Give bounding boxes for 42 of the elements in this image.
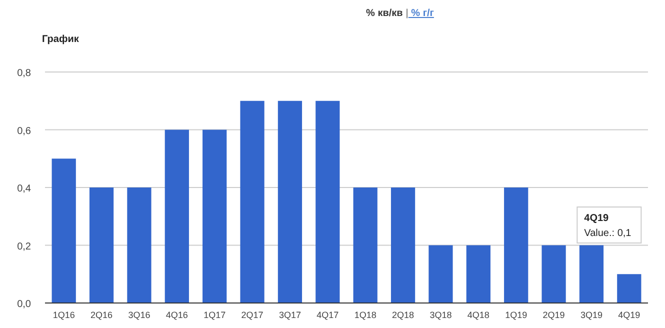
bar — [202, 130, 227, 303]
x-tick-label: 2Q18 — [392, 310, 414, 320]
y-tick-label: 0,6 — [17, 126, 32, 137]
bar — [466, 245, 490, 303]
y-tick-label: 0,8 — [17, 68, 32, 79]
y-tick-label: 0,4 — [17, 184, 32, 194]
x-tick-label: 4Q19 — [618, 310, 640, 320]
chart-title: График — [42, 34, 80, 45]
y-tick-label: 0,0 — [17, 299, 32, 310]
x-tick-label: 1Q16 — [52, 310, 75, 320]
x-tick-label: 4Q18 — [467, 310, 490, 320]
x-tick-label: 3Q17 — [278, 310, 301, 320]
x-tick-label: 4Q16 — [166, 310, 188, 320]
x-tick-label: 2Q16 — [90, 310, 113, 320]
x-tick-label: 1Q18 — [354, 310, 376, 320]
x-tick-label: 3Q19 — [580, 310, 602, 320]
x-tick-label: 3Q16 — [128, 310, 150, 320]
annotation: Value.: 0,1 — [584, 228, 632, 239]
bar — [240, 100, 264, 303]
x-tick-label: 4Q17 — [316, 310, 339, 320]
bar — [278, 100, 302, 303]
bar — [579, 245, 604, 303]
bar — [542, 245, 566, 303]
tooltip: 4Q19 Value.: 0,1 — [576, 206, 642, 244]
x-tick-label: 2Q17 — [241, 310, 264, 320]
bar — [164, 130, 189, 303]
bar — [353, 188, 378, 303]
chart-subtitle: % кв/кв | % г/г — [366, 8, 434, 19]
x-tick-label: 2Q19 — [542, 310, 565, 320]
annotation: 4Q19 — [584, 213, 610, 224]
bar — [428, 245, 453, 303]
bar — [52, 158, 76, 303]
x-tick-label: 1Q19 — [505, 310, 528, 320]
bar — [504, 188, 528, 303]
bar — [390, 188, 416, 303]
x-tick-label: 3Q18 — [430, 310, 452, 320]
bar — [316, 100, 340, 303]
bar — [617, 274, 642, 303]
y-tick-label: 0,2 — [17, 241, 32, 252]
x-tick-label: 1Q17 — [204, 310, 226, 320]
bar — [127, 188, 152, 303]
bar — [89, 188, 114, 303]
